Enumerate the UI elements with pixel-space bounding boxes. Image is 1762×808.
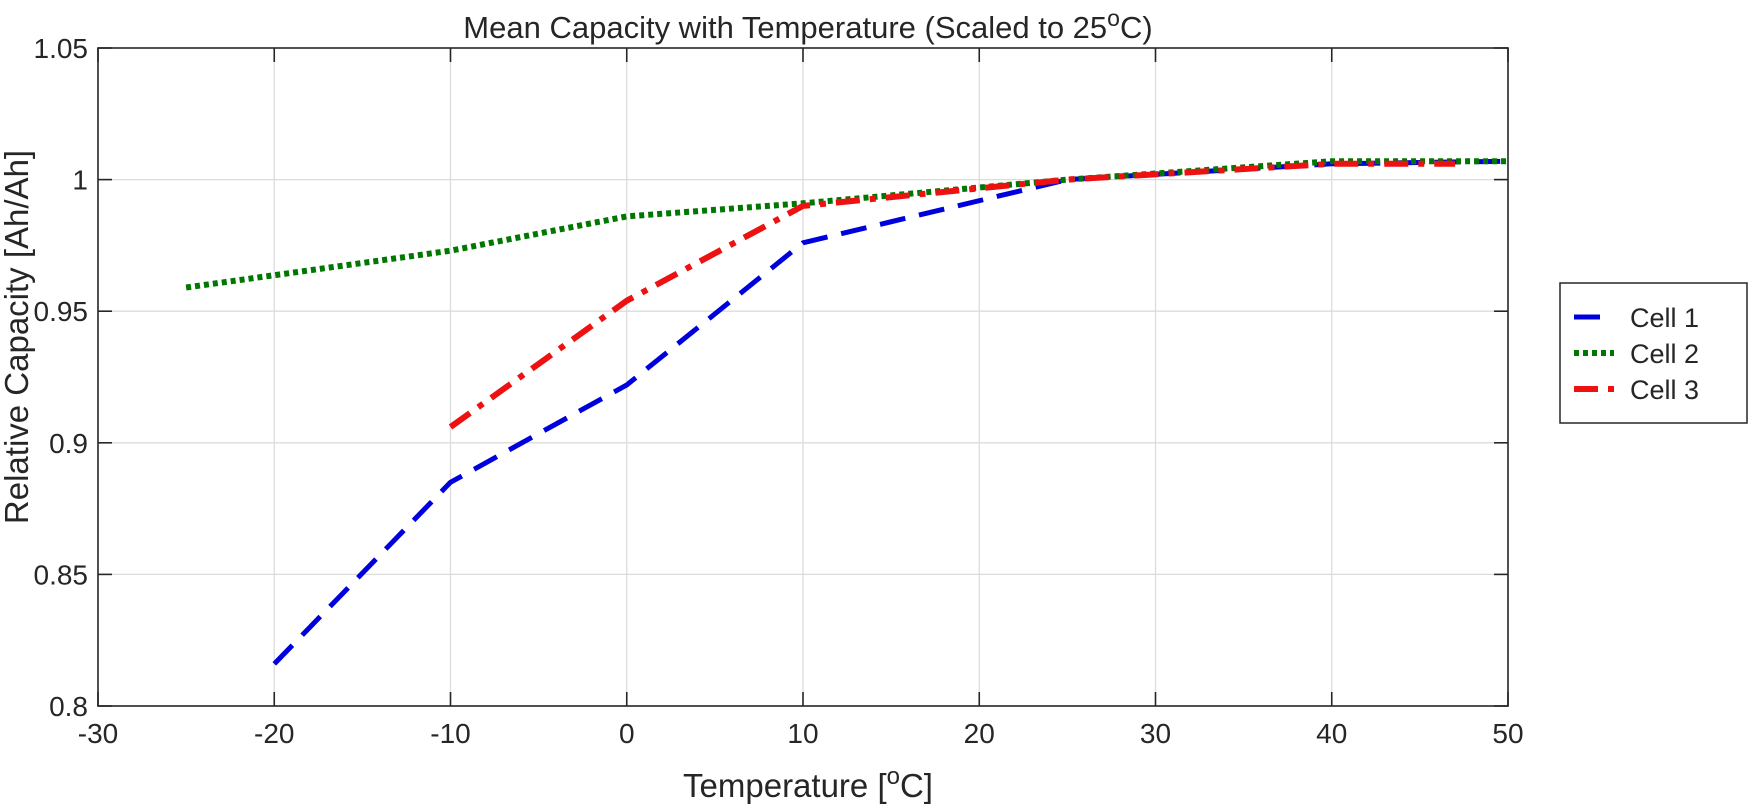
x-axis-label: Temperature [oC] — [683, 763, 933, 804]
x-tick-label: 10 — [787, 718, 818, 749]
x-tick-label: 0 — [619, 718, 635, 749]
y-tick-labels: 0.8 0.85 0.9 0.95 1 1.05 — [34, 33, 89, 722]
grid — [98, 48, 1508, 706]
x-tick-label: -20 — [254, 718, 294, 749]
x-tick-label: 50 — [1492, 718, 1523, 749]
x-tick-label: -30 — [78, 718, 118, 749]
y-tick-label: 1 — [72, 165, 88, 196]
x-axis-label-text: Temperature [ — [683, 767, 887, 804]
y-tick-label: 0.9 — [49, 428, 88, 459]
chart-title: Mean Capacity with Temperature (Scaled t… — [463, 5, 1152, 45]
series-lines — [185, 158, 1509, 666]
legend-label-cell-3: Cell 3 — [1630, 375, 1699, 405]
legend-items: Cell 1 Cell 2 Cell 3 — [1574, 303, 1699, 405]
legend: Cell 1 Cell 2 Cell 3 — [1559, 282, 1748, 424]
chart-title-suffix: C) — [1120, 10, 1153, 45]
series-line-cell-3 — [448, 160, 1456, 430]
x-tick-label: 30 — [1140, 718, 1171, 749]
x-axis-label-suffix: C] — [900, 767, 933, 804]
y-axis-label: Relative Capacity [Ah/Ah] — [0, 150, 35, 524]
legend-label-cell-2: Cell 2 — [1630, 339, 1699, 369]
x-axis-label-superscript: o — [887, 763, 900, 790]
chart-title-superscript: o — [1107, 5, 1120, 31]
x-tick-labels: -30 -20 -10 0 10 20 30 40 50 — [78, 718, 1524, 749]
legend-box — [1559, 282, 1748, 424]
y-tick-label: 0.95 — [34, 296, 89, 327]
x-tick-label: -10 — [430, 718, 470, 749]
y-tick-label: 0.8 — [49, 691, 88, 722]
y-tick-label: 1.05 — [34, 33, 89, 64]
x-tick-label: 20 — [964, 718, 995, 749]
x-tick-label: 40 — [1316, 718, 1347, 749]
y-tick-label: 0.85 — [34, 559, 89, 590]
legend-label-cell-1: Cell 1 — [1630, 303, 1699, 333]
axis-ticks — [97, 47, 1509, 707]
chart-title-text: Mean Capacity with Temperature (Scaled t… — [463, 10, 1107, 45]
